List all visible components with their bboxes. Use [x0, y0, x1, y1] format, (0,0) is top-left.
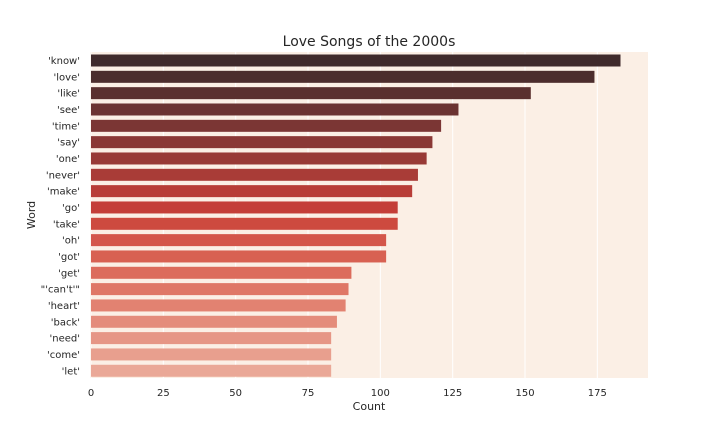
y-tick-label: 'come' [47, 350, 80, 361]
y-tick-label: 'make' [47, 187, 80, 198]
y-tick-label: 'go' [62, 203, 80, 214]
y-tick-label: 'take' [53, 219, 80, 230]
bar [91, 217, 398, 230]
bar [91, 87, 531, 100]
bar [91, 283, 349, 296]
y-tick-label: 'see' [57, 105, 80, 116]
y-tick-label: 'need' [50, 334, 81, 345]
y-tick-label: "'can't'" [41, 285, 80, 296]
y-tick-labels: 'know' 'love' 'like' 'see' 'time' 'say' 'one' '… [41, 56, 80, 377]
bar [91, 299, 346, 312]
bar [91, 234, 387, 247]
y-tick-label: 'one' [56, 154, 80, 165]
bar [91, 364, 332, 377]
x-tick-label: 125 [443, 388, 462, 399]
x-tick-label: 175 [588, 388, 607, 399]
bar [91, 332, 332, 345]
bar [91, 70, 595, 83]
bar [91, 250, 387, 263]
bar [91, 201, 398, 214]
bar [91, 348, 332, 361]
y-tick-label: 'let' [62, 366, 80, 377]
y-tick-label: 'time' [52, 121, 80, 132]
bar [91, 152, 427, 165]
y-tick-label: 'heart' [48, 301, 80, 312]
bar [91, 266, 352, 279]
bar [91, 103, 459, 116]
bar [91, 185, 413, 198]
bar [91, 168, 418, 181]
y-tick-label: 'know' [48, 56, 80, 67]
y-tick-label: 'back' [51, 317, 80, 328]
bar [91, 136, 433, 149]
x-tick-label: 25 [157, 388, 170, 399]
y-tick-label: 'never' [46, 170, 80, 181]
x-tick-label: 150 [515, 388, 534, 399]
y-tick-label: 'like' [57, 89, 80, 100]
bar [91, 315, 337, 328]
y-tick-label: 'say' [57, 138, 80, 149]
x-axis-title: Count [353, 400, 386, 413]
x-tick-labels: 0 25 50 75 100 125 150 175 [88, 388, 607, 399]
y-tick-label: 'get' [58, 268, 80, 279]
x-tick-label: 0 [88, 388, 94, 399]
y-axis-title: Word [25, 201, 38, 229]
bar [91, 119, 442, 132]
y-tick-label: 'got' [58, 252, 80, 263]
x-tick-label: 75 [302, 388, 315, 399]
y-tick-label: 'love' [54, 72, 80, 83]
chart-title: Love Songs of the 2000s [283, 34, 456, 50]
x-tick-label: 50 [229, 388, 242, 399]
plot-background [90, 52, 648, 378]
bar [91, 54, 621, 67]
x-tick-label: 100 [371, 388, 390, 399]
bars [91, 54, 621, 377]
y-tick-label: 'oh' [62, 236, 80, 247]
